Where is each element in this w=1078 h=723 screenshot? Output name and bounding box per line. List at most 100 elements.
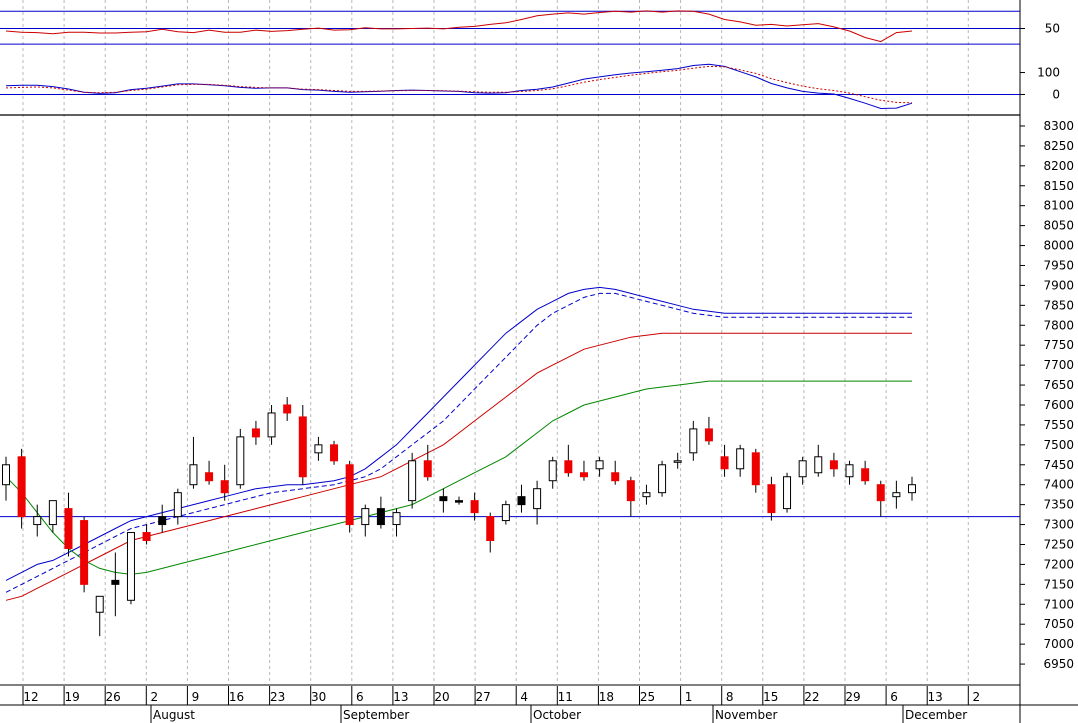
axis-tick-label: 7350	[1043, 498, 1074, 512]
axis-tick-label: 8250	[1043, 139, 1074, 153]
candle-body	[783, 476, 792, 510]
candle-body	[142, 532, 151, 542]
axis-tick-label: 100	[1037, 66, 1060, 80]
date-label: 2	[972, 690, 980, 704]
axis-tick-label: 7550	[1043, 418, 1074, 432]
candle-body	[298, 416, 307, 478]
candle-body	[111, 579, 120, 585]
candle-body	[767, 484, 776, 514]
axis-tick-label: 0	[1052, 87, 1060, 101]
candle-body	[908, 484, 916, 494]
candle-body	[533, 488, 542, 510]
candle-body	[283, 404, 292, 414]
axis-tick-label: 7850	[1043, 298, 1074, 312]
moving-average	[5, 380, 912, 575]
candle-body	[892, 492, 901, 498]
candle-body	[408, 460, 417, 502]
date-label: 15	[763, 690, 778, 704]
axis-tick-label: 7050	[1043, 617, 1074, 631]
candle-body	[501, 504, 510, 522]
candle-body	[439, 496, 448, 502]
candle-body	[17, 456, 26, 518]
axis-tick-label: 7300	[1043, 518, 1074, 532]
candle-body	[48, 500, 57, 526]
candle-body	[423, 460, 432, 478]
candle-body	[751, 452, 760, 486]
axis-tick-label: 8300	[1043, 119, 1074, 133]
candle-body	[158, 516, 167, 526]
axis-tick-label: 8150	[1043, 179, 1074, 193]
candle-body	[548, 460, 557, 482]
candle-body	[251, 428, 260, 438]
candle-body	[829, 460, 838, 470]
axis-tick-label: 7500	[1043, 438, 1074, 452]
price-panel	[0, 286, 1020, 637]
candle-body	[95, 595, 104, 613]
candle-body	[845, 464, 854, 478]
candle-body	[689, 428, 698, 454]
date-label: 19	[64, 690, 79, 704]
month-label: December	[905, 708, 967, 722]
date-label: 20	[434, 690, 449, 704]
date-label: 1	[685, 690, 693, 704]
date-label: 13	[928, 690, 943, 704]
axis-tick-label: 7800	[1043, 318, 1074, 332]
axis-tick-label: 7250	[1043, 537, 1074, 551]
candle-body	[345, 464, 354, 526]
moving-average	[5, 292, 912, 593]
candle-body	[64, 508, 73, 549]
candle-body	[642, 492, 651, 498]
date-label: 8	[726, 690, 734, 704]
candle-body	[658, 464, 667, 494]
candle-body	[220, 480, 229, 494]
axis-tick-label: 7100	[1043, 597, 1074, 611]
axis-tick-label: 8200	[1043, 159, 1074, 173]
date-label: 26	[106, 690, 121, 704]
candle-body	[267, 412, 276, 438]
candle-body	[861, 468, 870, 482]
candle-body	[189, 464, 198, 486]
date-axis: 12 19 26 2 9 16 23 30 6 13 20 27 4 11 18 25 1 8 15 22 29 6 13 2…	[22, 686, 980, 723]
candle-body	[611, 472, 620, 482]
candle-body	[736, 448, 745, 470]
month-label: October	[533, 708, 581, 722]
candle-body	[704, 428, 713, 442]
candle-body	[486, 516, 495, 542]
axis-tick-label: 7900	[1043, 278, 1074, 292]
candle-body	[798, 460, 807, 478]
date-label: 11	[558, 690, 573, 704]
candle-body	[626, 480, 635, 502]
candle-body	[33, 516, 42, 526]
month-label: August	[153, 708, 195, 722]
candle-body	[314, 444, 323, 454]
date-label: 23	[270, 690, 285, 704]
candle-body	[814, 456, 823, 474]
oscillator-line	[5, 10, 913, 43]
candle-body	[236, 436, 245, 486]
axis-tick-label: 7600	[1043, 398, 1074, 412]
candle-body	[579, 472, 588, 478]
oscillator-panel-1	[0, 10, 1020, 45]
date-label: 27	[475, 690, 490, 704]
date-label: 2	[150, 690, 158, 704]
candle-body	[205, 472, 214, 482]
date-label: 4	[520, 690, 528, 704]
date-label: 9	[192, 690, 200, 704]
candle-body	[330, 444, 339, 462]
axis-tick-label: 8100	[1043, 199, 1074, 213]
axis-tick-label: 7950	[1043, 258, 1074, 272]
candle-body	[564, 460, 573, 474]
axis-tick-label: 7200	[1043, 557, 1074, 571]
date-label: 13	[393, 690, 408, 704]
candle-body	[376, 508, 385, 526]
date-label: 22	[804, 690, 819, 704]
candle-body	[720, 456, 729, 470]
candle-body	[595, 460, 604, 470]
date-label: 18	[599, 690, 614, 704]
axis-tick-label: 7650	[1043, 378, 1074, 392]
date-label: 29	[845, 690, 860, 704]
date-label: 25	[640, 690, 655, 704]
date-label: 6	[356, 690, 364, 704]
